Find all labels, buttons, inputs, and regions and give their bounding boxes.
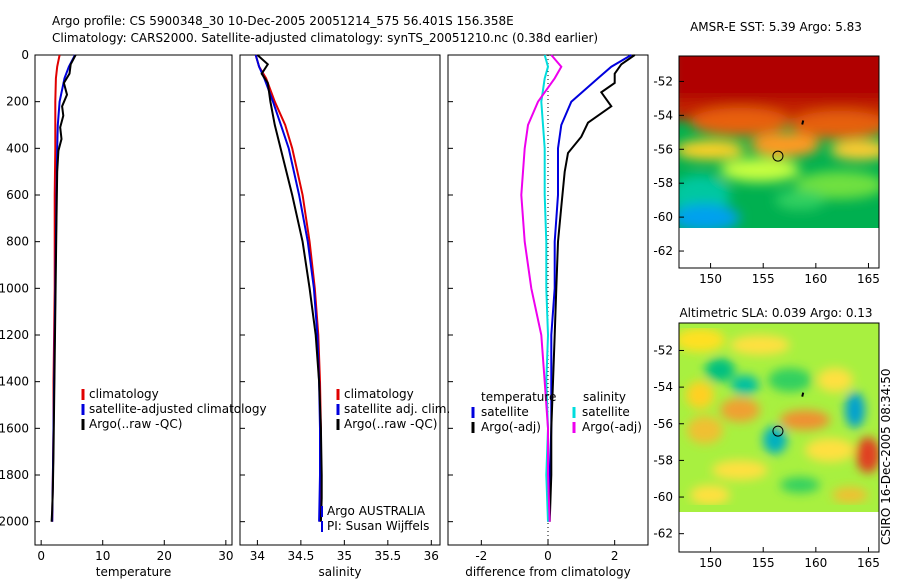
y-tick-label: -62 bbox=[653, 244, 673, 258]
x-tick-label: 0 bbox=[37, 549, 45, 563]
y-tick-label: 1600 bbox=[0, 421, 29, 435]
legend-label: satellite bbox=[582, 405, 630, 419]
y-tick-label: -56 bbox=[653, 142, 673, 156]
x-tick-label: 160 bbox=[804, 556, 827, 570]
y-tick-label: -52 bbox=[653, 343, 673, 357]
annotation-text: Argo AUSTRALIA bbox=[327, 504, 426, 518]
temperature-panel: 0 10 20 30 0 200 400 600 800 1000 1200 1400 1600 1800… bbox=[0, 48, 267, 579]
salinity-panel: 34 34.5 35 35.5 36 salinity climatologysatelli… bbox=[239, 54, 450, 579]
y-tick-label: 0 bbox=[21, 48, 29, 62]
x-tick-label: 150 bbox=[699, 272, 722, 286]
float-track-mark bbox=[801, 120, 805, 125]
legend-label: satellite-adjusted climatology bbox=[89, 402, 267, 416]
sla_map-frame bbox=[678, 322, 880, 553]
y-tick-label: 600 bbox=[6, 188, 29, 202]
legend-label: Argo(-adj) bbox=[481, 420, 541, 434]
x-tick-label: 0 bbox=[544, 549, 552, 563]
sst-map-field bbox=[679, 56, 879, 228]
argo-location-marker bbox=[772, 425, 784, 437]
y-tick-label: 400 bbox=[6, 141, 29, 155]
y-tick-label: 1000 bbox=[0, 281, 29, 295]
y-tick-label: -58 bbox=[653, 453, 673, 467]
side-timestamp: CSIRO 16-Dec-2005 08:34:50 bbox=[879, 368, 893, 545]
y-tick-label: -60 bbox=[653, 210, 673, 224]
x-tick-label: 160 bbox=[804, 272, 827, 286]
x-tick-label: -2 bbox=[475, 549, 487, 563]
x-tick-label: 36 bbox=[424, 549, 439, 563]
sst-map: AMSR-E SST: 5.39 Argo: 5.83 150 155 160 165… bbox=[653, 20, 880, 286]
legend-label: climatology bbox=[89, 387, 159, 401]
x-tick-label: 30 bbox=[218, 549, 233, 563]
y-tick-label: 2000 bbox=[0, 515, 29, 529]
x-tick-label: 34 bbox=[250, 549, 265, 563]
series-line bbox=[540, 54, 550, 522]
x-tick-label: 10 bbox=[95, 549, 110, 563]
y-tick-label: -54 bbox=[653, 380, 673, 394]
y-tick-label: -62 bbox=[653, 527, 673, 541]
y-tick-label: -54 bbox=[653, 108, 673, 122]
y-tick-label: -58 bbox=[653, 176, 673, 190]
annotation-text: PI: Susan Wijffels bbox=[327, 519, 429, 533]
temperature-frame bbox=[34, 54, 233, 546]
difference-panel: -2 0 2 difference from climatology temperatu… bbox=[447, 54, 649, 579]
legend-label: climatology bbox=[344, 387, 414, 401]
series-line bbox=[50, 54, 77, 522]
series-line bbox=[254, 54, 322, 522]
x-tick-label: 155 bbox=[752, 556, 775, 570]
series-line bbox=[548, 54, 636, 522]
legend-label: Argo(..raw -QC) bbox=[344, 417, 437, 431]
legend-label: satellite adj. clim. bbox=[344, 402, 450, 416]
salinity-frame bbox=[239, 54, 441, 546]
series-line bbox=[256, 54, 323, 522]
temperature-xlabel: temperature bbox=[96, 565, 171, 579]
legend-group-title: salinity bbox=[583, 390, 626, 404]
sla-map: Altimetric SLA: 0.039 Argo: 0.13 bbox=[653, 306, 880, 570]
x-tick-label: 150 bbox=[699, 556, 722, 570]
sst_map-frame bbox=[678, 55, 880, 269]
difference-xlabel: difference from climatology bbox=[465, 565, 631, 579]
x-tick-label: 35.5 bbox=[374, 549, 401, 563]
y-tick-label: 1200 bbox=[0, 328, 29, 342]
header-subtitle: Climatology: CARS2000. Satellite-adjuste… bbox=[52, 31, 598, 45]
y-tick-label: -52 bbox=[653, 74, 673, 88]
sla-map-field bbox=[679, 323, 879, 512]
sst-map-title: AMSR-E SST: 5.39 Argo: 5.83 bbox=[690, 20, 862, 34]
x-tick-label: 2 bbox=[611, 549, 619, 563]
legend-label: satellite bbox=[481, 405, 529, 419]
y-tick-label: 1800 bbox=[0, 468, 29, 482]
y-tick-label: 800 bbox=[6, 235, 29, 249]
x-tick-label: 165 bbox=[857, 556, 880, 570]
y-tick-label: -56 bbox=[653, 417, 673, 431]
header-title: Argo profile: CS 5900348_30 10-Dec-2005 … bbox=[52, 14, 514, 28]
argo-location-marker bbox=[772, 150, 784, 162]
legend-group-title: temperature bbox=[481, 390, 556, 404]
x-tick-label: 165 bbox=[857, 272, 880, 286]
float-track-mark bbox=[801, 392, 805, 397]
series-line bbox=[547, 54, 632, 522]
x-tick-label: 155 bbox=[752, 272, 775, 286]
x-tick-label: 34.5 bbox=[288, 549, 315, 563]
series-line bbox=[520, 54, 563, 522]
y-tick-label: 200 bbox=[6, 95, 29, 109]
sla-map-title: Altimetric SLA: 0.039 Argo: 0.13 bbox=[679, 306, 872, 320]
x-tick-label: 20 bbox=[157, 549, 172, 563]
salinity-xlabel: salinity bbox=[318, 565, 361, 579]
legend-label: Argo(-adj) bbox=[582, 420, 642, 434]
y-tick-label: -60 bbox=[653, 490, 673, 504]
legend-label: Argo(..raw -QC) bbox=[89, 417, 182, 431]
x-tick-label: 35 bbox=[337, 549, 352, 563]
y-tick-label: 1400 bbox=[0, 375, 29, 389]
